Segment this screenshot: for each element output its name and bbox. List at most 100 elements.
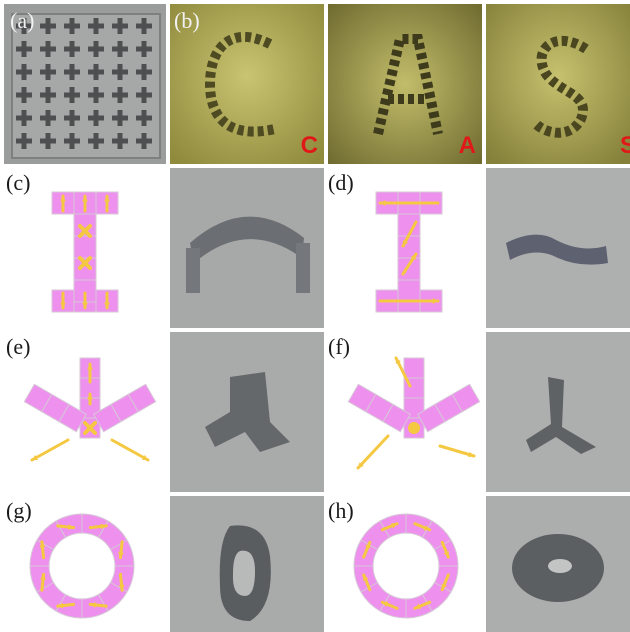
panel-label-g: (g)	[6, 498, 32, 523]
panel-c-pattern: (c)	[4, 168, 166, 328]
pattern-cell	[397, 257, 421, 281]
panel-f-pattern: (f)	[328, 332, 482, 492]
arrow-icon	[60, 291, 66, 310]
arrow-icon	[88, 602, 108, 608]
cross-icon	[78, 256, 92, 270]
tripod-pattern-twisting	[347, 356, 481, 470]
tripod-twisted-photo	[486, 332, 630, 492]
arrow-icon	[104, 291, 110, 310]
cross-cutout	[136, 133, 152, 149]
letter-a: A	[458, 132, 476, 159]
arrow-icon	[440, 540, 450, 559]
cross-icon	[83, 421, 97, 435]
dot-icon	[408, 422, 420, 434]
arrow-icon	[88, 523, 108, 530]
panel-label-b: (b)	[174, 8, 200, 33]
pattern-cell	[347, 383, 377, 413]
cross-cutout	[136, 18, 152, 34]
cross-cutout	[88, 41, 104, 57]
ring-pattern-tangential	[353, 513, 459, 619]
cross-cutout	[40, 87, 56, 103]
panel-g-photo	[170, 496, 324, 632]
cross-icon	[78, 224, 92, 238]
cross-cutout	[136, 110, 152, 126]
cross-cutout	[40, 133, 56, 149]
panel-label-h: (h)	[328, 498, 354, 523]
panel-f-photo	[486, 332, 630, 492]
letter-a-drawing	[328, 4, 482, 164]
panel-label-a: (a)	[10, 8, 35, 33]
cross-cutout	[112, 110, 128, 126]
arrow-icon	[394, 356, 412, 388]
arrow-icon	[413, 600, 432, 610]
arrow-icon	[438, 444, 476, 458]
arrow-icon	[40, 572, 46, 592]
panel-h-photo	[486, 496, 630, 632]
letter-s-drawing	[486, 4, 630, 164]
arrow-icon	[440, 573, 450, 592]
ring-saddle-photo	[170, 496, 324, 632]
cross-cutout	[64, 110, 80, 126]
letter-c-drawing	[170, 4, 324, 164]
cross-cutout	[88, 64, 104, 80]
arrow-icon	[39, 540, 46, 560]
cross-cutout	[112, 87, 128, 103]
cross-cutout	[16, 41, 32, 57]
arrow-icon	[362, 573, 372, 592]
arrow-icon	[87, 392, 93, 406]
arrow-icon	[30, 438, 70, 462]
cross-cutout	[112, 41, 128, 57]
cross-cutout	[88, 110, 104, 126]
cross-cutout	[40, 64, 56, 80]
panel-d-pattern: (d)	[328, 168, 482, 328]
panel-label-c: (c)	[6, 170, 31, 195]
cross-cutout	[136, 41, 152, 57]
cross-cutout	[16, 110, 32, 126]
letter-c: C	[300, 132, 318, 159]
panel-label-e: (e)	[6, 334, 31, 359]
panel-b-letter-c: (b) C	[170, 4, 324, 164]
pattern-cell	[23, 383, 53, 413]
cross-cutout	[40, 110, 56, 126]
arrow-icon	[110, 438, 150, 462]
pattern-cell	[397, 279, 421, 303]
cross-cutout	[88, 18, 104, 34]
arrow-icon	[401, 220, 418, 248]
i-beam-pattern-expanding	[51, 191, 119, 313]
pattern-cell	[127, 383, 157, 413]
cross-cutout	[112, 18, 128, 34]
arrow-icon	[380, 522, 399, 532]
cross-cutout	[88, 87, 104, 103]
cross-cutout	[64, 133, 80, 149]
ring-cells	[29, 513, 135, 619]
cross-cutout	[64, 87, 80, 103]
panel-b-letter-s: S	[486, 4, 630, 164]
cross-cutout	[112, 64, 128, 80]
cross-cutout	[64, 18, 80, 34]
panel-c-photo	[170, 168, 324, 328]
cross-cutout	[16, 18, 32, 34]
arrow-icon	[82, 194, 88, 213]
cross-cutout	[136, 87, 152, 103]
arrow-icon	[378, 200, 440, 206]
panel-e-photo	[170, 332, 324, 492]
i-beam-pattern-twisting	[375, 191, 443, 313]
ring-twisted-photo	[486, 496, 630, 632]
arrow-icon	[356, 434, 390, 470]
arrow-icon	[413, 522, 432, 532]
arrow-icon	[118, 540, 124, 560]
panel-d-photo	[486, 168, 630, 328]
panel-label-d: (d)	[328, 170, 354, 195]
cross-cutout	[136, 64, 152, 80]
cross-cutout	[64, 41, 80, 57]
arrow-icon	[56, 602, 76, 609]
cross-cutout	[16, 64, 32, 80]
panel-g-pattern: (g)	[4, 496, 166, 632]
cross-cutout	[64, 64, 80, 80]
cross-cutout	[88, 133, 104, 149]
cross-cutout	[16, 133, 32, 149]
arrow-icon	[104, 194, 110, 213]
ring-cells	[353, 513, 459, 619]
cross-cutout	[112, 133, 128, 149]
panel-b-letter-a: A	[328, 4, 482, 164]
